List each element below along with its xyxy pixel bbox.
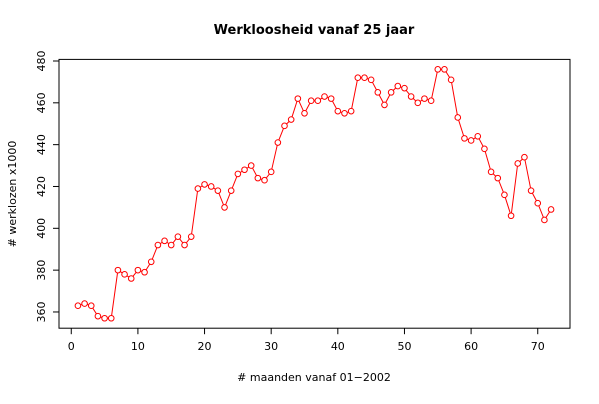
- data-point: [181, 241, 188, 249]
- data-point: [361, 74, 368, 82]
- data-point: [487, 168, 495, 176]
- data-point: [474, 132, 482, 140]
- data-point: [221, 204, 228, 211]
- data-point: [101, 314, 108, 322]
- data-point: [294, 95, 302, 102]
- data-point: [194, 185, 202, 192]
- x-tick-label: 20: [198, 340, 212, 353]
- chart-title: Werkloosheid vanaf 25 jaar: [214, 23, 415, 38]
- data-point: [501, 191, 508, 199]
- x-tick-label: 50: [397, 340, 411, 353]
- data-point: [301, 109, 308, 117]
- x-tick-label: 30: [264, 340, 278, 353]
- data-point: [254, 174, 262, 182]
- data-point: [141, 268, 148, 276]
- data-point: [507, 212, 515, 220]
- data-point: [321, 93, 328, 100]
- data-line: [77, 68, 552, 319]
- data-point: [367, 76, 375, 84]
- data-point: [287, 116, 295, 123]
- data-point: [461, 135, 468, 142]
- data-point: [81, 300, 88, 307]
- y-tick-label: 440: [35, 134, 48, 155]
- data-point: [381, 101, 388, 109]
- data-point: [427, 97, 435, 105]
- data-point: [347, 107, 355, 115]
- data-point: [134, 266, 142, 274]
- data-point: [281, 122, 288, 130]
- data-point: [187, 233, 195, 240]
- data-point: [214, 187, 222, 194]
- y-tick-label: 420: [35, 176, 48, 197]
- y-tick-label: 380: [35, 260, 48, 281]
- data-point: [334, 107, 342, 115]
- data-point: [174, 233, 182, 240]
- data-point: [147, 258, 155, 266]
- y-tick-label: 460: [35, 92, 48, 113]
- data-point: [534, 199, 542, 207]
- data-point: [207, 183, 215, 190]
- y-tick-label: 400: [35, 218, 48, 239]
- data-point: [114, 266, 122, 274]
- data-point: [454, 114, 462, 121]
- data-point: [267, 168, 275, 176]
- data-point: [401, 84, 408, 92]
- data-point: [467, 137, 475, 144]
- data-point: [127, 275, 135, 282]
- x-tick-label: 0: [68, 340, 75, 353]
- data-point: [481, 145, 488, 153]
- data-point: [314, 97, 322, 105]
- data-point: [547, 206, 555, 213]
- data-point: [341, 109, 348, 117]
- data-point: [521, 153, 528, 161]
- data-point: [514, 160, 522, 167]
- data-point: [161, 237, 168, 245]
- data-point: [247, 162, 255, 169]
- data-point: [154, 241, 162, 249]
- data-point: [234, 170, 242, 178]
- data-point: [494, 174, 502, 182]
- data-point: [447, 76, 455, 84]
- plot-frame: [58, 58, 571, 329]
- x-tick-label: 70: [531, 340, 545, 353]
- data-point: [441, 66, 448, 73]
- data-point: [354, 74, 362, 82]
- data-point: [434, 66, 442, 73]
- y-axis-label: # werklozen x1000: [6, 141, 19, 248]
- data-point: [201, 181, 208, 188]
- data-point: [167, 241, 175, 249]
- data-point: [274, 139, 282, 146]
- x-tick-label: 60: [464, 340, 478, 353]
- data-point: [307, 97, 315, 105]
- data-point: [74, 302, 82, 309]
- data-point: [94, 312, 102, 320]
- data-point: [121, 271, 128, 278]
- x-tick-label: 10: [131, 340, 145, 353]
- data-point: [327, 95, 335, 102]
- data-point: [414, 99, 422, 107]
- y-tick-label: 360: [35, 301, 48, 322]
- data-point: [421, 95, 428, 102]
- data-point: [407, 93, 415, 100]
- data-point: [541, 216, 548, 224]
- data-point: [527, 187, 535, 194]
- x-tick-label: 40: [331, 340, 345, 353]
- y-tick-label: 480: [35, 50, 48, 71]
- data-point: [387, 89, 395, 96]
- data-point: [261, 176, 268, 184]
- data-point: [374, 89, 382, 96]
- data-point: [107, 314, 115, 322]
- data-point: [87, 302, 95, 309]
- data-point: [394, 82, 402, 90]
- data-point: [241, 166, 248, 174]
- data-point: [227, 187, 235, 194]
- x-axis-label: # maanden vanaf 01−2002: [237, 371, 391, 384]
